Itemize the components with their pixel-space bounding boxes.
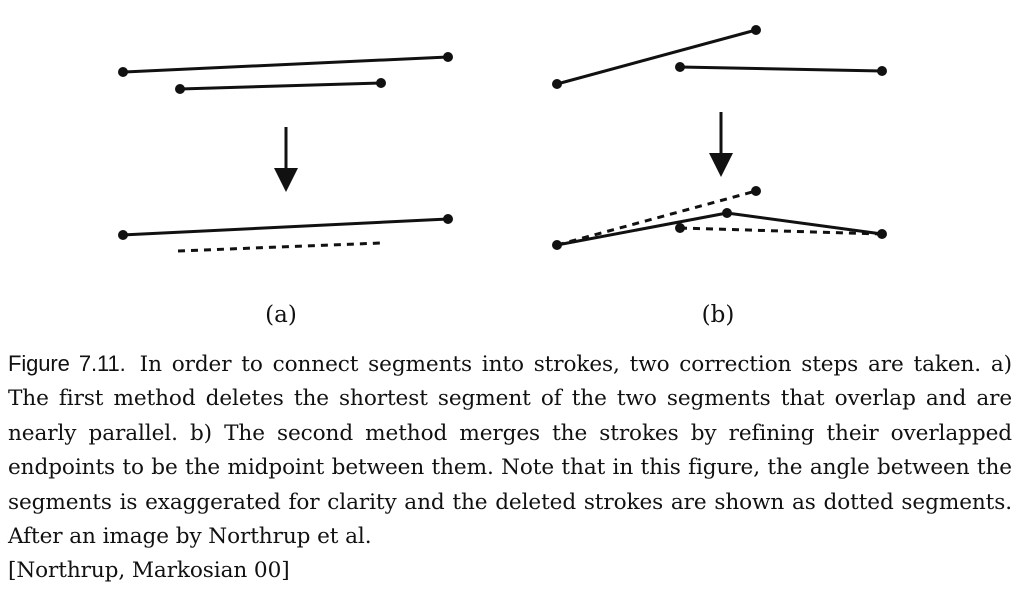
- figure-number: Figure 7.11.: [8, 351, 126, 376]
- endpoint: [675, 62, 685, 72]
- down-arrow-a: [274, 127, 298, 192]
- caption-citation: [Northrup, Markosian 00]: [8, 558, 290, 584]
- midpoint: [722, 208, 732, 218]
- endpoint: [118, 230, 128, 240]
- endpoint: [175, 84, 185, 94]
- panel-b-after: [552, 186, 887, 250]
- merged-segment: [726, 211, 883, 236]
- deleted-original-segment: [556, 189, 757, 247]
- figure-caption: Figure 7.11. In order to connect segments…: [8, 347, 1012, 589]
- down-arrow-b: [709, 112, 733, 177]
- endpoint: [751, 186, 761, 196]
- panel-a: (a): [118, 52, 453, 328]
- endpoint: [877, 66, 887, 76]
- panel-a-after: [118, 214, 453, 253]
- endpoint: [552, 240, 562, 250]
- panel-b: (b): [552, 25, 887, 328]
- endpoint: [443, 52, 453, 62]
- rising-segment: [556, 28, 757, 86]
- kept-segment: [122, 217, 449, 237]
- panel-a-label: (a): [265, 302, 297, 328]
- caption-text: In order to connect segments into stroke…: [8, 352, 1012, 550]
- flat-segment: [679, 65, 883, 73]
- long-segment: [122, 55, 449, 74]
- endpoint: [443, 214, 453, 224]
- endpoint: [675, 223, 685, 233]
- short-segment: [179, 81, 382, 91]
- endpoint: [751, 25, 761, 35]
- panel-b-before: [552, 25, 887, 89]
- endpoint: [877, 229, 887, 239]
- endpoint: [552, 79, 562, 89]
- figure-diagram: (a) (b): [118, 25, 887, 328]
- endpoint: [376, 78, 386, 88]
- panel-a-before: [118, 52, 453, 94]
- deleted-segment: [177, 241, 382, 253]
- panel-b-label: (b): [702, 302, 735, 328]
- endpoint: [118, 67, 128, 77]
- merged-segment: [556, 211, 728, 247]
